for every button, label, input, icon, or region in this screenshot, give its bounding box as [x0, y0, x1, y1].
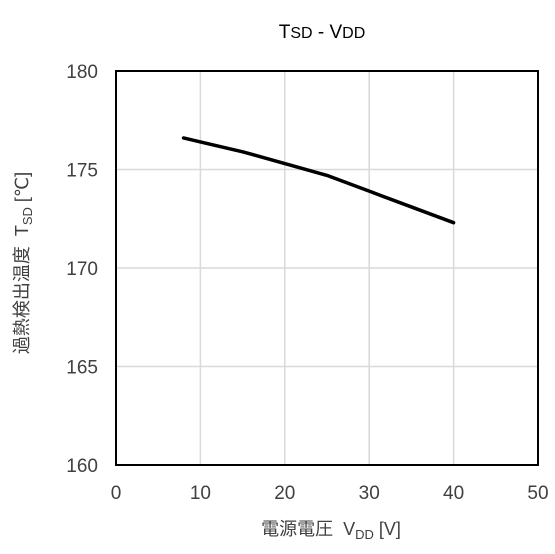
series-line	[181, 136, 456, 225]
y-tick-label: 170	[66, 259, 98, 280]
title-main: T	[279, 22, 291, 43]
x-axis-label-sub: DD	[355, 527, 374, 542]
x-axis-label-suffix: [V]	[374, 519, 401, 539]
x-tick-label: 0	[111, 483, 122, 504]
title-main-sub: SD	[290, 25, 312, 42]
chart-title: TSD - VDD	[279, 22, 366, 43]
x-axis-label: 電源電圧 VDD [V]	[226, 519, 426, 542]
x-tick-label: 20	[274, 483, 295, 504]
title-var: V	[329, 22, 342, 43]
x-tick-label: 10	[190, 483, 211, 504]
y-tick-label: 160	[66, 456, 98, 477]
x-tick-label: 40	[443, 483, 464, 504]
y-tick-label: 180	[66, 62, 98, 83]
x-tick-label: 50	[527, 483, 548, 504]
title-separator: -	[313, 22, 330, 43]
y-tick-labels: 160 165 170 175 180	[66, 62, 98, 477]
x-axis-label-prefix: 電源電圧 V	[261, 519, 355, 539]
x-tick-labels: 0 10 20 30 40 50	[111, 483, 549, 504]
grid	[116, 71, 538, 465]
y-axis-label-suffix: [℃]	[12, 172, 32, 207]
x-tick-label: 30	[359, 483, 380, 504]
series-layer	[181, 136, 456, 225]
y-tick-label: 175	[66, 161, 98, 182]
plot-frame	[115, 70, 539, 466]
y-axis-label-sub: SD	[20, 207, 35, 225]
y-axis-label: 過熱検出温度 TSD [℃]	[12, 147, 35, 389]
title-var-sub: DD	[342, 25, 365, 42]
y-axis-label-prefix: 過熱検出温度 T	[12, 225, 32, 354]
y-tick-label: 165	[66, 358, 98, 379]
